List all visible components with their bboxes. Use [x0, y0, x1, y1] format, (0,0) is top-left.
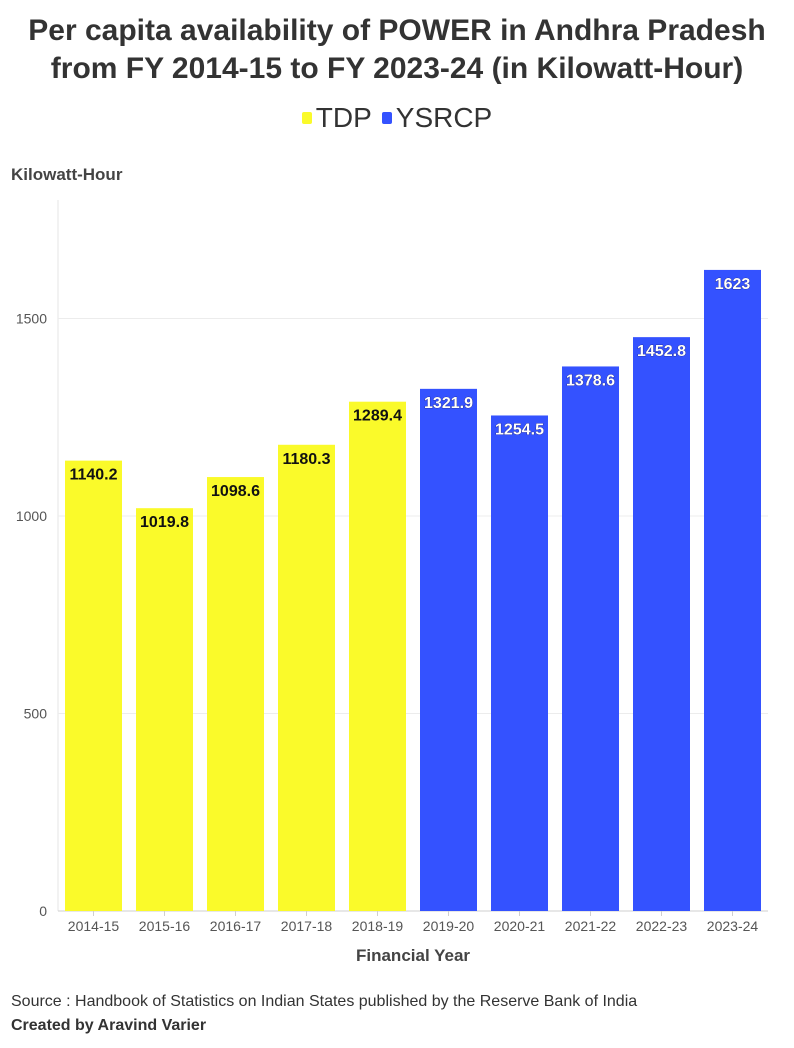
data-label: 1140.2	[69, 467, 117, 484]
bar-2022-23	[633, 337, 690, 911]
legend-label-tdp: TDP	[315, 102, 372, 133]
title-line-1: Per capita availability of POWER in Andh…	[28, 14, 766, 47]
title-line-2: from FY 2014-15 to FY 2023-24 (in Kilowa…	[50, 52, 744, 85]
data-label: 1623	[715, 276, 751, 293]
x-axis-label: Financial Year	[355, 946, 471, 965]
x-tick-label: 2014-15	[68, 918, 120, 934]
y-tick-label: 1000	[16, 508, 47, 524]
data-label: 1254.5	[495, 421, 544, 438]
data-label: 1452.8	[637, 343, 686, 360]
y-tick-label: 0	[39, 903, 47, 919]
x-tick-label: 2023-24	[707, 918, 759, 934]
x-tick-label: 2022-23	[636, 918, 688, 934]
data-label: 1019.8	[140, 514, 189, 531]
x-tick-label: 2020-21	[494, 918, 546, 934]
data-label: 1378.6	[566, 372, 615, 389]
bar-2017-18	[278, 444, 335, 911]
bar-2019-20	[420, 388, 477, 911]
source-note: Source : Handbook of Statistics on India…	[11, 993, 638, 1010]
y-tick-label: 500	[24, 706, 48, 722]
legend-swatch-ysrcp	[381, 112, 392, 124]
bar-2014-15	[65, 460, 122, 911]
legend-swatch-tdp	[301, 112, 312, 124]
legend-item-tdp[interactable]: TDP	[301, 102, 372, 134]
x-tick-label: 2018-19	[352, 918, 404, 934]
data-label: 1321.9	[424, 395, 473, 412]
bar-2021-22	[562, 366, 619, 911]
y-tick-label: 1500	[16, 311, 47, 327]
credit-note: Created by Aravind Varier	[11, 1017, 207, 1034]
legend: TDP YSRCP	[0, 102, 794, 134]
legend-item-ysrcp[interactable]: YSRCP	[381, 102, 493, 134]
x-tick-label: 2015-16	[139, 918, 191, 934]
y-axis-label: Kilowatt-Hour	[11, 165, 123, 184]
data-label: 1289.4	[353, 408, 402, 425]
data-label: 1098.6	[211, 483, 260, 500]
chart-title: Per capita availability of POWER in Andh…	[0, 12, 794, 88]
x-tick-label: 2016-17	[210, 918, 262, 934]
bar-2020-21	[491, 415, 548, 911]
bar-2018-19	[349, 401, 406, 911]
legend-label-ysrcp: YSRCP	[395, 102, 493, 133]
data-label: 1180.3	[282, 451, 330, 468]
bar-2015-16	[136, 508, 193, 911]
x-tick-label: 2017-18	[281, 918, 333, 934]
x-tick-label: 2021-22	[565, 918, 617, 934]
x-tick-label: 2019-20	[423, 918, 475, 934]
bar-2016-17	[207, 477, 264, 911]
bar-2023-24	[704, 269, 761, 911]
